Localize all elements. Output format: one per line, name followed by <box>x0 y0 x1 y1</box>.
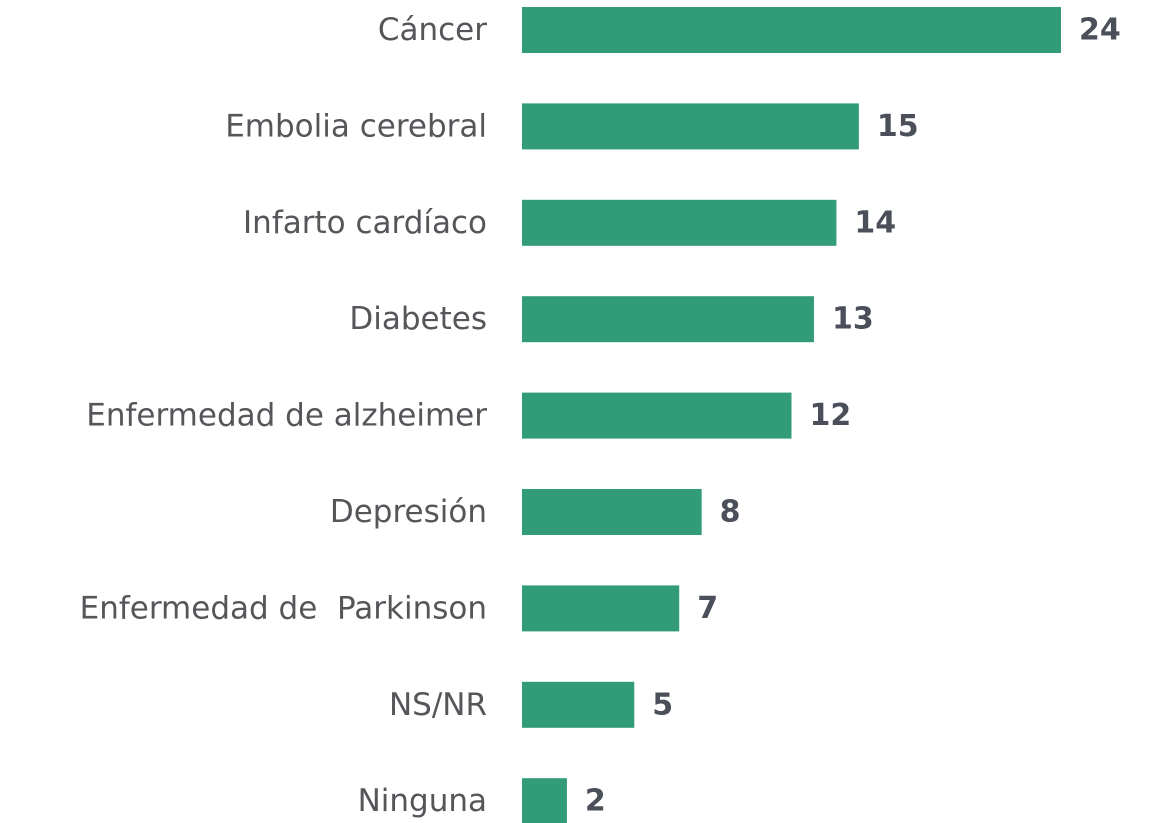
data-label: 15 <box>877 109 919 144</box>
bar <box>522 489 702 535</box>
bar <box>522 7 1061 53</box>
data-label: 14 <box>854 205 896 240</box>
data-label: 2 <box>585 784 606 819</box>
data-label: 12 <box>810 398 852 433</box>
category-label: Embolia cerebral <box>225 108 487 144</box>
category-label: Enfermedad de Parkinson <box>80 590 487 626</box>
bar <box>522 778 567 823</box>
category-label: Infarto cardíaco <box>243 205 487 241</box>
category-label: Depresión <box>330 494 487 530</box>
category-label: Diabetes <box>349 301 487 337</box>
data-label: 5 <box>652 687 673 722</box>
data-label: 7 <box>697 591 718 626</box>
bar <box>522 296 814 343</box>
category-label: Enfermedad de alzheimer <box>86 398 487 434</box>
bar <box>522 585 680 632</box>
category-label: Cáncer <box>378 12 487 48</box>
bar <box>522 103 859 150</box>
bar <box>522 681 635 728</box>
data-label: 13 <box>832 302 874 337</box>
data-label: 8 <box>720 495 741 530</box>
data-label: 24 <box>1079 13 1121 48</box>
category-label: NS/NR <box>389 687 487 723</box>
bar <box>522 199 837 246</box>
category-label: Ninguna <box>358 783 487 819</box>
bar <box>522 392 792 439</box>
